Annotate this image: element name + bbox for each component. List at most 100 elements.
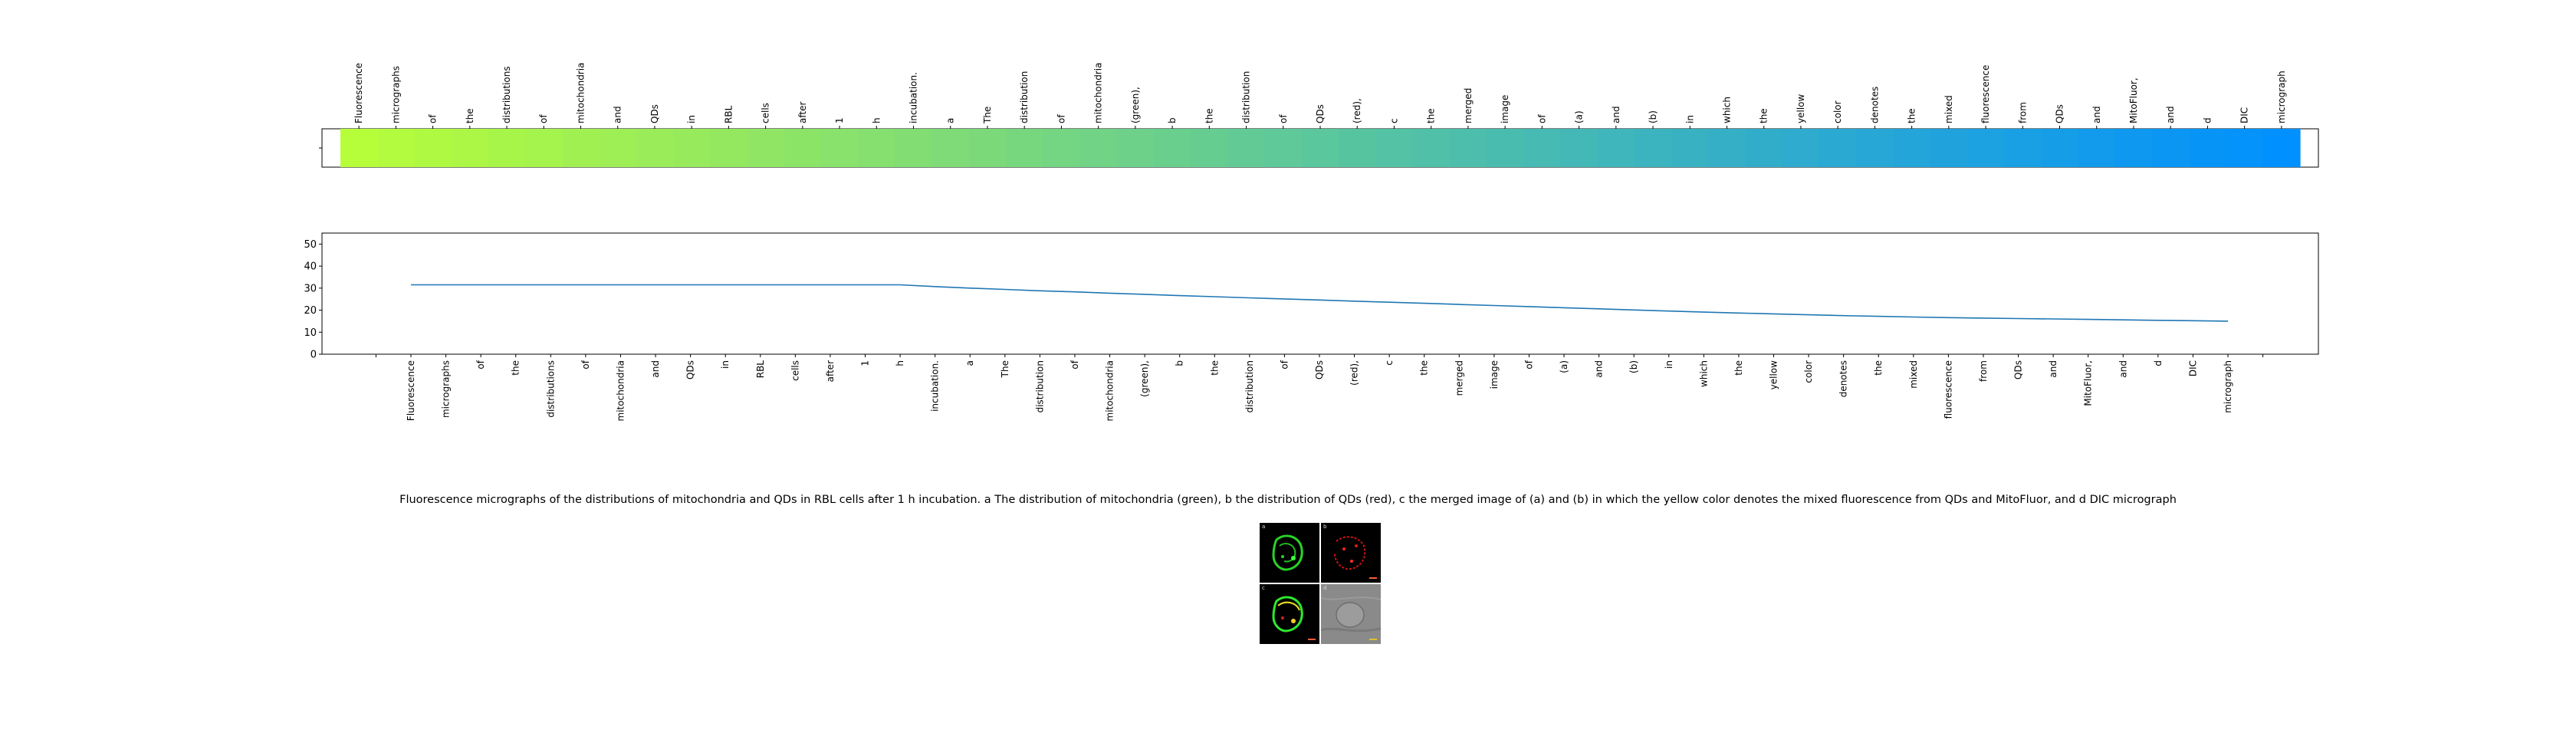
heatmap-xtick-label: the [1907, 108, 1917, 123]
panel-label-a: a [1262, 524, 1266, 530]
heatmap-cell [1116, 129, 1155, 167]
heatmap-xtick-label: and [613, 106, 623, 123]
heatmap-xtick-label: distribution [1241, 71, 1252, 123]
heatmap-xtick-label: denotes [1869, 87, 1880, 123]
heatmap-strip-chart: Fluorescence micrographs of the distribution… [319, 63, 2319, 168]
heatmap-xtick-label: and [1611, 106, 1622, 123]
heatmap-cell [599, 129, 637, 167]
micrograph-image-d [1321, 584, 1381, 644]
x-tick-label: yellow [1769, 360, 1779, 389]
x-tick-label: (red), [1349, 360, 1360, 386]
y-tick-label: 40 [304, 261, 317, 273]
heatmap-xtick-label: (red), [1352, 98, 1362, 123]
heatmap-xtick-label: the [465, 108, 475, 123]
x-tick-label: the [1419, 360, 1430, 376]
heatmap-cell [1079, 129, 1118, 167]
heatmap-cell [414, 129, 452, 167]
heatmap-xtick-label: of [428, 114, 439, 123]
heatmap-xtick-label: in [1684, 115, 1695, 123]
x-tick-label: micrographs [441, 360, 452, 418]
heatmap-xtick-label: distributions [501, 66, 512, 123]
x-tick-label: distribution [1034, 360, 1045, 412]
heatmap-cell [968, 129, 1007, 167]
heatmap-cell [1227, 129, 1266, 167]
y-tick-label: 30 [304, 283, 317, 294]
x-tick-label: The [1000, 360, 1010, 378]
heatmap-xtick-label: from [2017, 102, 2028, 123]
x-tick-label: Fluorescence [406, 360, 416, 421]
heatmap-xtick-label: incubation. [909, 72, 919, 123]
heatmap-cell [1449, 129, 1487, 167]
x-tick-label: MitoFluor, [2083, 360, 2094, 406]
micrograph-image-b [1321, 523, 1381, 583]
heatmap-xtick-label: b [1167, 117, 1178, 123]
x-tick-label: the [1733, 360, 1744, 376]
x-tick-label: mixed [1908, 360, 1919, 389]
heatmap-cell [1708, 129, 1746, 167]
heatmap-xtick-label: The [982, 107, 993, 124]
x-tick-label: denotes [1838, 360, 1849, 397]
heatmap-cell [562, 129, 600, 167]
heatmap-cell [2078, 129, 2116, 167]
heatmap-xtick-label: of [1056, 114, 1066, 123]
x-tick-label: b [1175, 360, 1185, 366]
series-line-0 [411, 284, 2229, 322]
heatmap-cell [1153, 129, 1191, 167]
heatmap-cell [636, 129, 674, 167]
x-tick-label: micrograph [2223, 360, 2233, 413]
heatmap-cell [1191, 129, 1229, 167]
x-tick-label: QDs [2013, 360, 2024, 380]
x-tick-label: which [1698, 360, 1709, 387]
x-tick-label: and [650, 360, 661, 378]
figure-caption: Fluorescence micrographs of the distribu… [399, 494, 2177, 506]
x-tick-label: of [580, 360, 591, 369]
heatmap-xtick-label: a [945, 118, 956, 123]
heatmap-xtick-label: and [2165, 106, 2176, 123]
heatmap-xtick-label: c [1388, 118, 1399, 123]
heatmap-xtick-label: distribution [1019, 71, 1030, 123]
heatmap-cell [747, 129, 785, 167]
panel-label-c: c [1262, 585, 1265, 591]
heatmap-xtick-label: which [1721, 97, 1732, 123]
heatmap-xtick-label: MitoFluor, [2128, 77, 2139, 123]
x-tick-label: c [1384, 360, 1395, 366]
heatmap-xtick-label: yellow [1796, 94, 1806, 123]
heatmap-xtick-label: fluorescence [1980, 65, 1991, 123]
heatmap-cell [525, 129, 563, 167]
heatmap-cell [2041, 129, 2079, 167]
y-tick-label: 10 [304, 327, 317, 339]
heatmap-cell [1893, 129, 1931, 167]
x-tick-label: fluorescence [1943, 360, 1953, 419]
heatmap-cell [1375, 129, 1414, 167]
heatmap-xtick-label: the [1759, 108, 1769, 123]
heatmap-xtick-label: after [797, 102, 808, 123]
x-tick-label: image [1489, 360, 1500, 389]
x-tick-label: from [1978, 360, 1989, 382]
x-tick-label: h [895, 360, 905, 366]
heatmap-xtick-label: (green), [1130, 87, 1141, 123]
x-tick-label: color [1803, 360, 1814, 383]
x-tick-label: incubation. [930, 360, 941, 412]
heatmap-cell [2226, 129, 2264, 167]
micrograph-panel-a: a [1260, 523, 1319, 583]
micrograph-panel-b: b [1321, 523, 1381, 583]
x-tick-label: (b) [1628, 360, 1639, 373]
heatmap-xtick-label: the [1204, 108, 1214, 123]
heatmap-cell [488, 129, 526, 167]
heatmap-cell [1745, 129, 1783, 167]
heatmap-cell [932, 129, 970, 167]
heatmap-cell [451, 129, 489, 167]
heatmap-xtick-label: of [1278, 114, 1289, 123]
x-tick-label: QDs [685, 360, 696, 380]
heatmap-cell [340, 129, 378, 167]
heatmap-xtick-label: color [1832, 100, 1843, 123]
x-tick-label: QDs [1314, 360, 1325, 380]
heatmap-cell [1856, 129, 1894, 167]
x-tick-label: distributions [545, 360, 556, 418]
heatmap-cell [1301, 129, 1339, 167]
x-tick-label: of [1070, 360, 1080, 369]
heatmap-cell [1006, 129, 1043, 167]
x-tick-label: RBL [755, 360, 766, 379]
heatmap-xtick-label: in [686, 115, 697, 123]
